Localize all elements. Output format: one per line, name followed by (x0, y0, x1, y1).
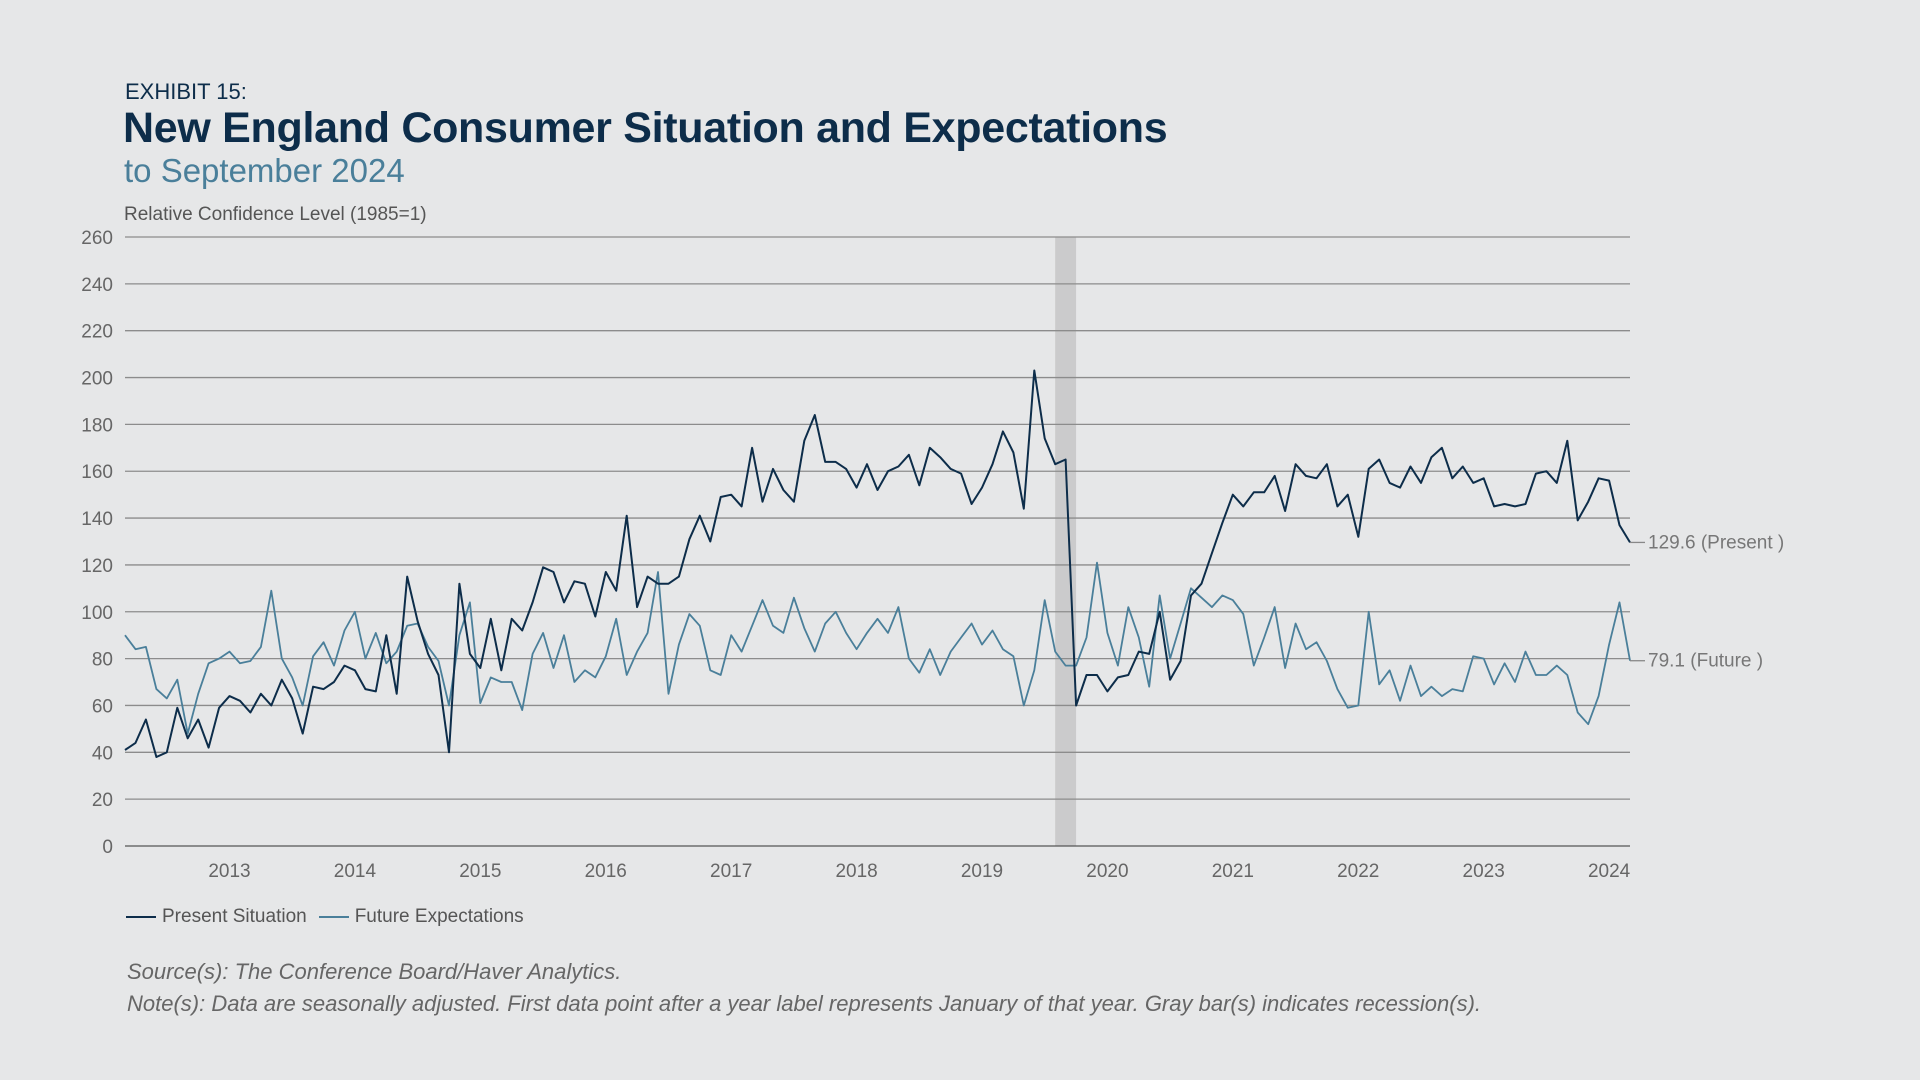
x-tick-label: 2015 (459, 861, 501, 882)
series-line-present (124, 369, 1631, 758)
legend-swatch-future (318, 916, 349, 918)
end-label-future: 79.1 (Future ) (1648, 651, 1763, 672)
chart-title: New England Consumer Situation and Expec… (123, 104, 1168, 152)
recession-bar-0 (1055, 237, 1077, 846)
legend-item-present: Present Situation (126, 906, 307, 928)
x-tick-label: 2023 (1463, 861, 1505, 882)
series-lines (124, 369, 1631, 758)
legend-label-present: Present Situation (162, 906, 307, 927)
y-tick-label: 260 (81, 228, 113, 249)
x-tick-label: 2018 (835, 861, 877, 882)
recession-bars (1055, 237, 1077, 846)
legend: Present Situation Future Expectations (126, 906, 536, 928)
y-tick-label: 160 (81, 462, 113, 483)
legend-swatch-present (126, 916, 156, 918)
x-tick-label: 2017 (710, 861, 752, 882)
end-label-present: 129.6 (Present ) (1648, 532, 1784, 553)
exhibit-label: EXHIBIT 15: (125, 79, 247, 104)
y-tick-label: 40 (92, 743, 113, 764)
legend-item-future: Future Expectations (318, 906, 524, 928)
source-text: Source(s): The Conference Board/Haver An… (127, 959, 622, 984)
note-text: Note(s): Data are seasonally adjusted. F… (127, 991, 1482, 1016)
x-tick-label: 2016 (585, 861, 627, 882)
x-tick-label: 2013 (208, 861, 250, 882)
chart-subtitle: to September 2024 (124, 152, 405, 189)
source-notes: Source(s): The Conference Board/Haver An… (127, 956, 1481, 1020)
y-tick-label: 60 (92, 696, 113, 717)
y-tick-label: 0 (102, 837, 113, 858)
x-tick-label: 2019 (961, 861, 1003, 882)
legend-label-future: Future Expectations (354, 906, 524, 927)
y-tick-label: 80 (92, 650, 113, 671)
y-tick-labels: 0 20 40 60 80 100 120 140 160 180 200 220 240 260 (81, 228, 113, 858)
x-tick-label: 2021 (1212, 861, 1254, 882)
x-tick-label: 2014 (334, 861, 377, 882)
x-tick-label: 2022 (1337, 861, 1379, 882)
y-tick-label: 120 (81, 556, 113, 577)
y-tick-label: 20 (92, 790, 113, 811)
series-line-future (124, 561, 1631, 735)
y-tick-label: 100 (81, 603, 113, 624)
x-tick-label: 2024 (1588, 861, 1631, 882)
y-axis-label: Relative Confidence Level (1985=1) (124, 204, 427, 225)
y-tick-label: 220 (81, 322, 113, 343)
grid-lines (125, 236, 1630, 847)
x-tick-label: 2020 (1086, 861, 1128, 882)
y-tick-label: 200 (81, 369, 113, 390)
y-tick-label: 240 (81, 275, 113, 296)
end-labels: 129.6 (Present ) 79.1 (Future ) (1630, 532, 1784, 672)
y-tick-label: 140 (81, 509, 113, 530)
y-tick-label: 180 (81, 415, 113, 436)
x-tick-labels: 2013 2014 2015 2016 2017 2018 2019 2020 2021 2022… (208, 861, 1630, 882)
